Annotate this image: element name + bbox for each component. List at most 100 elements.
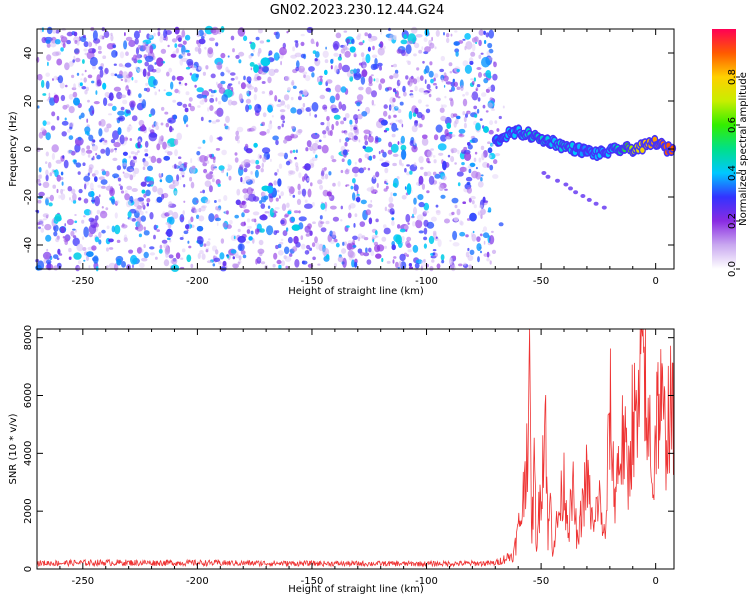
noise-blob <box>294 133 297 137</box>
noise-blob <box>356 190 359 195</box>
noise-blob <box>94 176 98 183</box>
noise-blob <box>321 144 329 154</box>
noise-blob <box>268 50 273 56</box>
noise-blob <box>259 154 262 159</box>
noise-blob <box>123 40 128 50</box>
noise-blob <box>482 232 490 239</box>
noise-blob <box>464 152 472 161</box>
noise-blob <box>361 235 366 239</box>
noise-blob <box>98 66 103 70</box>
noise-blob <box>374 230 378 236</box>
noise-blob <box>343 241 348 246</box>
noise-blob <box>381 162 390 168</box>
noise-blob <box>45 39 51 44</box>
noise-blob <box>471 137 479 143</box>
spectrogram-y-label: Frequency (Hz) <box>8 111 19 187</box>
noise-blob <box>112 157 118 161</box>
noise-blob <box>203 243 207 247</box>
noise-blob <box>144 148 149 153</box>
noise-blob <box>121 223 125 228</box>
noise-blob <box>343 117 347 121</box>
noise-blob <box>294 259 300 268</box>
noise-blob <box>68 93 74 100</box>
noise-blob <box>256 76 262 81</box>
noise-blob <box>208 153 213 158</box>
noise-blob <box>444 128 449 137</box>
noise-blob <box>103 97 108 106</box>
noise-blob <box>467 247 470 252</box>
noise-blob <box>190 216 194 223</box>
noise-blob <box>38 226 41 229</box>
noise-blob <box>111 198 116 205</box>
noise-blob <box>407 78 413 87</box>
noise-blob <box>250 67 253 71</box>
noise-blob <box>64 117 67 121</box>
noise-blob <box>197 253 201 259</box>
noise-blob <box>98 231 102 239</box>
noise-blob <box>137 141 141 149</box>
noise-blob <box>146 202 149 207</box>
noise-blob <box>194 46 199 52</box>
chart-title: GN02.2023.230.12.44.G24 <box>270 3 445 18</box>
noise-blob <box>453 113 458 118</box>
noise-blob <box>159 179 163 183</box>
noise-blob <box>299 92 302 98</box>
noise-blob <box>189 105 195 112</box>
noise-blob <box>145 45 151 53</box>
noise-blob <box>435 97 441 102</box>
noise-blob <box>389 34 395 41</box>
noise-blob <box>178 81 182 85</box>
noise-blob <box>141 257 148 262</box>
noise-blob <box>450 156 455 163</box>
noise-blob <box>407 222 410 225</box>
noise-blob <box>491 108 495 111</box>
noise-blob <box>373 174 376 180</box>
noise-blob <box>292 85 297 90</box>
noise-blob <box>342 44 348 51</box>
noise-blob <box>277 99 281 103</box>
noise-blob <box>81 73 84 76</box>
noise-blob <box>292 149 296 153</box>
spectrogram-x-tick-label: 0 <box>652 276 658 287</box>
noise-blob <box>217 183 221 187</box>
noise-blob <box>328 171 332 176</box>
noise-blob <box>174 26 180 35</box>
noise-blob <box>292 46 295 52</box>
noise-blob <box>149 45 154 54</box>
colorbar-label: Normalized spectral amplitude <box>738 72 749 226</box>
noise-blob <box>440 194 446 199</box>
noise-blob <box>380 31 383 35</box>
noise-blob <box>46 121 51 125</box>
noise-blob <box>478 39 482 47</box>
noise-blob <box>216 81 218 86</box>
noise-blob <box>395 261 399 269</box>
noise-blob <box>491 230 494 233</box>
noise-blob <box>210 90 216 94</box>
noise-blob <box>286 104 290 110</box>
noise-blob <box>322 50 329 58</box>
noise-blob <box>386 260 391 264</box>
noise-blob <box>45 174 49 182</box>
noise-blob <box>475 87 479 92</box>
noise-blob <box>413 162 417 167</box>
noise-blob <box>353 184 359 192</box>
noise-blob <box>230 35 235 41</box>
noise-blob <box>242 254 247 259</box>
noise-blob <box>229 220 233 225</box>
noise-blob <box>390 64 394 68</box>
noise-blob <box>301 243 306 250</box>
noise-blob <box>120 106 125 111</box>
noise-blob <box>399 119 403 124</box>
noise-blob <box>389 75 394 80</box>
noise-blob <box>416 67 420 71</box>
signal-tail-blob <box>593 201 599 206</box>
noise-blob <box>263 72 267 75</box>
snr-x-ticks: -250 -200 -150 -100 -50 0 <box>36 329 659 587</box>
noise-blob <box>437 143 447 151</box>
noise-blob <box>311 132 320 140</box>
noise-blob <box>368 155 372 161</box>
noise-blob <box>464 64 472 74</box>
noise-blob <box>365 86 372 95</box>
noise-blob <box>185 224 190 230</box>
noise-blob <box>137 150 140 153</box>
